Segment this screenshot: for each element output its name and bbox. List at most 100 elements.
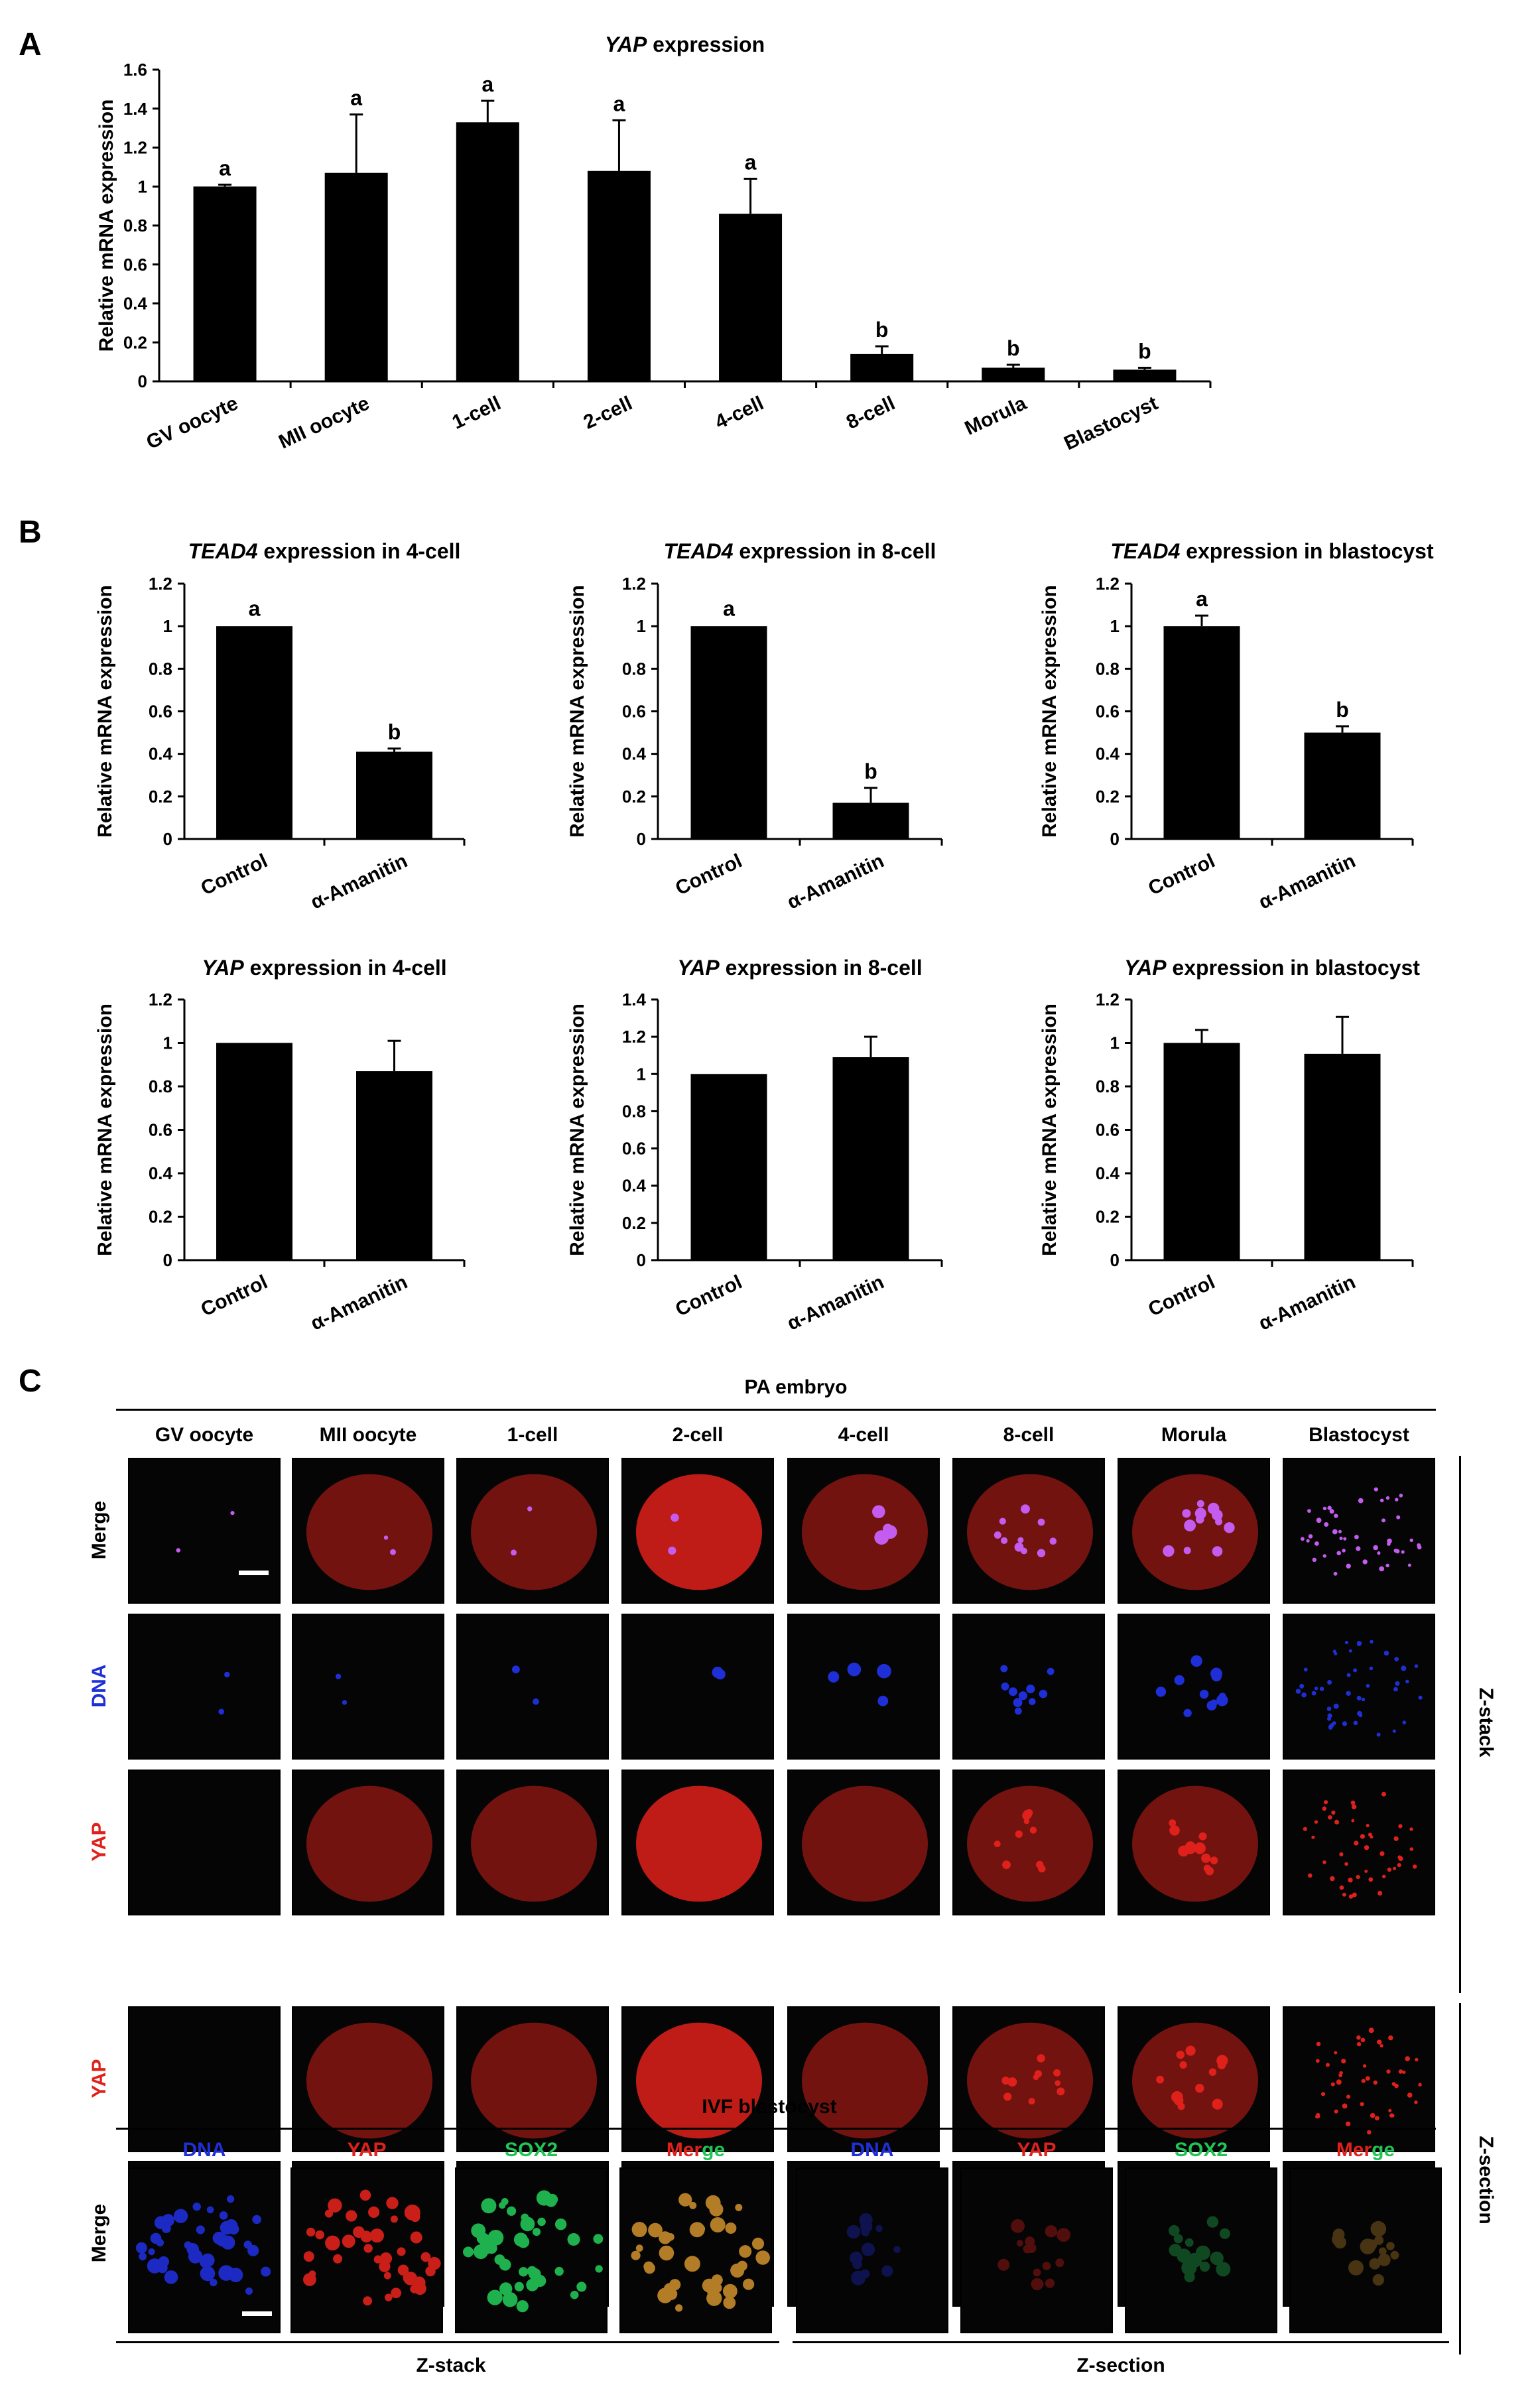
category-label: Control	[1145, 850, 1218, 899]
category-label: Control	[672, 1271, 745, 1321]
chart-title-rest: expression in blastocyst	[1167, 956, 1421, 980]
y-tick-label: 0.6	[149, 1120, 172, 1140]
y-tick-label: 1.2	[149, 574, 172, 594]
category-label: α-Amanitin	[784, 850, 887, 913]
micrograph	[952, 2006, 1105, 2152]
micrograph-image	[512, 1665, 539, 1705]
micrograph	[456, 1770, 609, 1915]
ivf-channel-label: Merge	[619, 2139, 772, 2161]
micrograph	[1283, 1614, 1435, 1760]
ivf-micrograph	[290, 2167, 443, 2333]
sig-letter: a	[613, 92, 625, 115]
ivf-channel-label: SOX2	[504, 2139, 558, 2161]
y-tick-label: 0	[637, 1250, 646, 1270]
micrograph-image	[471, 1474, 597, 1590]
chart-tead4-4cell: TEAD4 expression in 4-cell Relative mRNA …	[94, 539, 466, 914]
micrograph	[128, 1770, 281, 1915]
y-tick-label: 1	[637, 616, 646, 636]
micrograph-image	[636, 1474, 762, 1590]
micrograph-image	[1303, 1791, 1417, 1899]
ivf-micrograph	[1125, 2167, 1277, 2333]
micrograph	[787, 2006, 940, 2152]
y-tick-label: 0.8	[622, 1101, 646, 1121]
y-tick-label: 1.2	[622, 1027, 646, 1047]
sig-letter: a	[350, 86, 362, 110]
panel-letter-b: B	[19, 515, 42, 550]
sig-letter: a	[723, 597, 735, 621]
y-tick-label: 0	[163, 829, 172, 849]
y-tick-label: 0.2	[622, 1213, 646, 1233]
micrograph	[128, 1458, 281, 1604]
sig-letter: a	[745, 151, 757, 174]
panel-letter-a: A	[19, 27, 42, 62]
scale-bar	[239, 1571, 269, 1575]
micrograph	[292, 1614, 444, 1760]
micrograph-image	[129, 1771, 281, 1915]
chart-title-rest: expression in blastocyst	[1180, 539, 1434, 563]
category-label: α-Amanitin	[307, 850, 411, 913]
zstack-bracket	[1459, 1456, 1461, 1993]
y-tick-label: 0.4	[1096, 744, 1120, 764]
y-tick-label: 0	[138, 371, 147, 391]
sig-letter: b	[1007, 336, 1020, 360]
y-tick-label: 0.8	[149, 1076, 172, 1096]
micrograph	[952, 1770, 1105, 1915]
chart-yap-8cell: YAP expression in 8-cell Relative mRNA ex…	[566, 956, 943, 1335]
y-tick-label: 0.8	[1096, 1076, 1120, 1096]
y-tick-label: 0	[163, 1250, 172, 1270]
y-axis-label: Relative mRNA expression	[1039, 585, 1060, 838]
bar-0	[193, 186, 257, 381]
y-tick-label: 1.2	[622, 574, 646, 594]
zsection-label: Z-section	[1475, 2136, 1497, 2224]
y-axis-label: Relative mRNA expression	[94, 1003, 116, 1256]
sig-letter: b	[1138, 339, 1151, 363]
bar-0	[216, 626, 292, 839]
micrograph-image	[802, 1474, 928, 1590]
ivf-micrograph	[128, 2167, 281, 2333]
y-tick-label: 1	[163, 1033, 172, 1053]
sig-letter: b	[864, 759, 877, 783]
ivf-channel-label: YAP	[1017, 2139, 1057, 2161]
y-tick-label: 1.4	[123, 99, 148, 119]
y-axis-label: Relative mRNA expression	[94, 585, 116, 838]
stage-header: Blastocyst	[1309, 1424, 1409, 1446]
y-tick-label: 0.2	[149, 1207, 172, 1227]
micrograph-image	[1155, 1655, 1228, 1718]
category-label: α-Amanitin	[307, 1271, 411, 1334]
ivf-blastocyst-title: IVF blastocyst	[702, 2096, 837, 2118]
micrograph	[292, 2006, 444, 2152]
stage-header: 8-cell	[1003, 1424, 1055, 1446]
micrograph	[1283, 1458, 1435, 1604]
micrograph-image	[802, 2022, 928, 2139]
micrograph	[1118, 1614, 1270, 1760]
y-tick-label: 1.2	[1096, 574, 1120, 594]
micrograph	[787, 1614, 940, 1760]
bar-7	[1113, 369, 1177, 381]
y-tick-label: 0.2	[1096, 787, 1120, 806]
panel-letter-c: C	[19, 1364, 42, 1399]
ivf-channel-label: DNA	[182, 2139, 226, 2161]
y-tick-label: 1	[637, 1064, 646, 1084]
y-tick-label: 1	[163, 616, 172, 636]
chart-title-italic: TEAD4	[188, 539, 258, 563]
y-tick-label: 0.6	[1096, 1120, 1120, 1140]
micrograph	[787, 1770, 940, 1915]
bar-1	[356, 751, 432, 839]
ivf-zstack-label: Z-stack	[416, 2354, 486, 2376]
category-label: Control	[198, 850, 271, 899]
ivf-micrograph	[796, 2167, 948, 2333]
y-tick-label: 0.2	[149, 787, 172, 806]
micrograph-image	[636, 1785, 762, 1902]
y-tick-label: 1.2	[1096, 990, 1120, 1009]
ivf-zsection-rule	[793, 2341, 1449, 2343]
ivf-zsection-label: Z-section	[1076, 2354, 1165, 2376]
micrograph	[1283, 1770, 1435, 1915]
micrograph-image	[1315, 2028, 1422, 2135]
bar-6	[982, 367, 1045, 381]
micrograph	[952, 1614, 1105, 1760]
y-tick-label: 1.6	[123, 60, 147, 80]
micrograph-image	[636, 2022, 762, 2139]
micrograph-image	[306, 1474, 432, 1590]
chart-title-italic: TEAD4	[664, 539, 734, 563]
